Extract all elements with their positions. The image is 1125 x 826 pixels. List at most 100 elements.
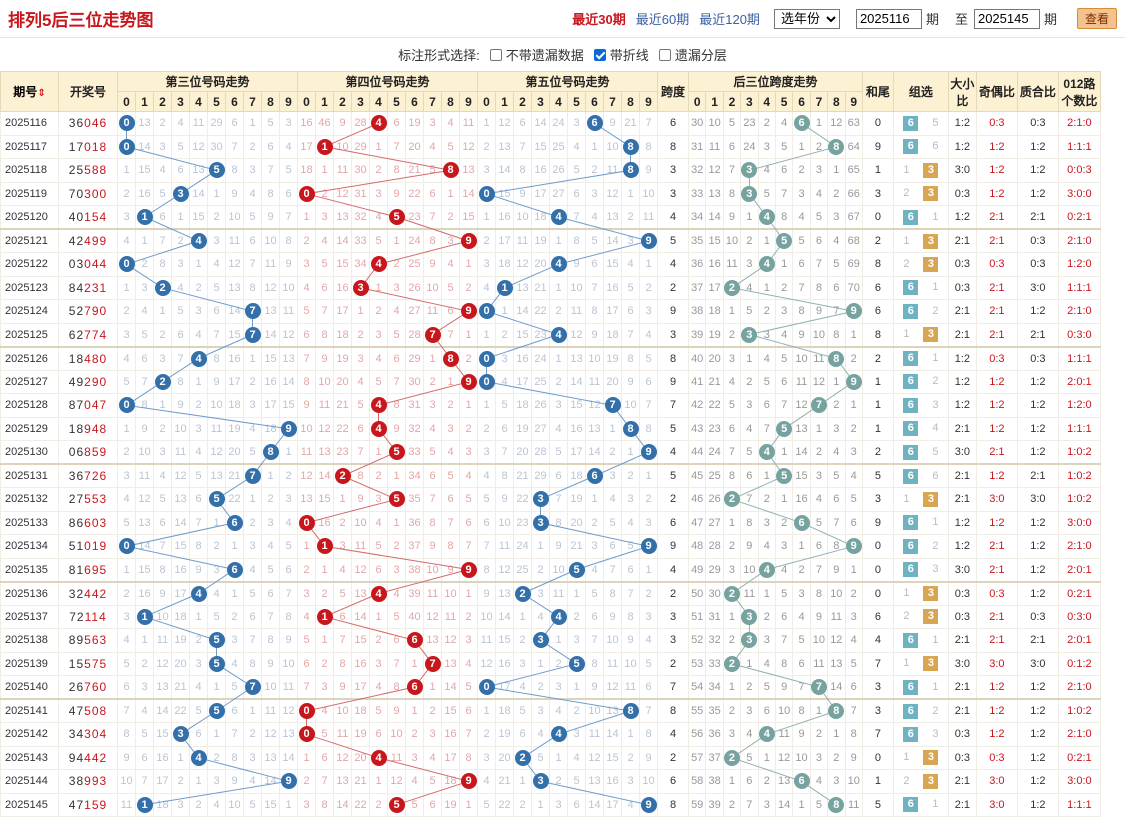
link-recent-120[interactable]: 最近120期 [699,12,760,27]
d4-cell: 7 [315,769,334,794]
option-layered[interactable]: 遗漏分层 [658,45,727,64]
road012-cell: 2:0:1 [1057,557,1101,582]
year-select[interactable]: 选年份 [773,8,840,29]
span-trend-cell: 23 [705,416,724,441]
d5-cell: 5 [639,345,658,371]
size-ratio-cell: 0:3 [947,252,977,277]
d4-cell: 11 [351,534,370,559]
span-trend-cell: 1 [740,651,759,676]
to-period-input[interactable] [973,8,1040,29]
d5-cell: 3 [531,628,550,653]
d3-cell: 6 [171,158,190,183]
d3-cell: 5 [153,181,172,206]
d4-cell: 13 [459,158,478,183]
d5-cell: 14 [585,792,604,817]
d3-cell: 12 [261,275,280,300]
option-polyline[interactable]: 带折线 [593,45,649,64]
d3-ball: 5 [208,655,225,672]
d5-cell: 14 [495,604,514,629]
checkbox-layered[interactable] [658,48,671,61]
d5-cell: 4 [567,134,586,159]
d3-cell: 13 [135,111,154,136]
draw-number-cell: 36046 [58,111,118,136]
d3-cell: 12 [189,134,208,159]
d4-cell: 32 [405,416,424,441]
span-trend-cell: 5 [774,580,794,606]
size-ratio-cell: 1:2 [947,534,977,559]
draw-digit: 4 [99,257,108,272]
d3-cell: 5 [243,205,262,230]
header-size-ratio: 大小比 [947,71,977,112]
group-three: 6 [932,140,939,153]
option-no-miss[interactable]: 不带遗漏数据 [489,45,584,64]
header-digit: 5 [387,91,406,112]
span-trend-cell: 36 [687,252,707,277]
span-trend-cell: 4 [757,252,776,277]
draw-number-cell: 84231 [58,275,118,300]
span-trend-cell: 9 [827,557,846,582]
span-trend-cell: 2 [722,628,742,653]
d4-cell: 6 [459,698,478,723]
d5-cell: 21 [531,275,550,300]
size-ratio-cell: 1:2 [947,134,977,159]
header-digit: 3 [171,91,190,112]
span-trend-cell: 5 [740,299,759,324]
span-trend-cell: 3 [827,416,846,441]
d4-ball: 6 [406,679,423,695]
d5-cell: 25 [549,134,568,159]
span-trend-cell: 1 [844,322,863,347]
span-trend-cell: 2 [774,275,794,300]
size-ratio-cell: 3:0 [947,557,977,582]
d5-cell: 20 [603,369,622,394]
query-button[interactable]: 查看 [1076,8,1117,29]
group-three: 2 [932,704,939,717]
d3-cell: 2 [117,440,136,465]
group-three: 1 [932,633,939,646]
span-trend-cell: 11 [705,134,724,159]
draw-number-cell: 87047 [58,393,118,418]
d4-cell: 8 [387,158,406,183]
d3-ball: 6 [226,561,243,578]
header-digit: 8 [827,91,846,112]
group-three: 6 [932,469,939,482]
d3-cell: 2 [279,463,298,488]
header-fourth: 第四位号码走势 [297,71,478,92]
span-ball: 4 [758,726,775,743]
d5-ball: 3 [532,491,549,508]
link-recent-60[interactable]: 最近60期 [635,12,690,27]
d3-cell: 2 [189,275,208,300]
d5-cell: 1 [513,604,532,629]
span-trend-cell: 20 [705,345,724,371]
d3-cell: 1 [135,628,154,653]
table-row: 2025125 62774 3 5 2 6 4 7 15 7 14 12 6 8 18 2 3 5 28 7 7 1 1 2 1… [0,322,1101,347]
draw-number-cell: 18948 [58,416,118,441]
checkbox-polyline[interactable] [593,48,606,61]
road012-cell: 0:1:2 [1057,651,1101,676]
checkbox-no-miss[interactable] [489,48,502,61]
d5-cell: 28 [531,440,550,465]
span-trend-cell: 5 [827,252,846,277]
group-three: 3 [932,563,939,575]
span-trend-cell: 4 [757,345,776,371]
d3-cell: 9 [171,393,190,418]
d5-cell: 13 [495,134,514,159]
table-row: 2025140 26760 6 3 13 21 4 1 5 7 10 11 7 3 9 17 4 8 6 1 14 5 0 1… [0,675,1101,700]
d5-cell: 8 [567,228,586,253]
d3-cell: 6 [279,181,298,206]
odd-even-cell: 1:2 [975,158,1018,183]
d5-cell: 24 [549,111,568,136]
from-period-input[interactable] [855,8,922,29]
d4-cell: 11 [333,158,352,183]
link-recent-30[interactable]: 最近30期 [572,12,626,27]
span-ball: 4 [758,256,775,273]
table-row: 2025123 84231 1 3 2 4 2 5 13 8 12 10 4 6 16 3 1 3 26 10 5 2 4 1… [0,275,1101,300]
span-trend-cell: 1 [827,722,846,747]
draw-digit: 4 [68,797,77,812]
d4-cell: 5 [459,675,478,700]
d3-cell: 14 [261,769,280,794]
prime-comp-cell: 1:2 [1016,416,1059,441]
d5-cell: 1 [567,580,586,606]
header-digit: 0 [477,91,496,112]
draw-digit: 5 [76,656,85,671]
d4-cell: 5 [369,228,388,253]
